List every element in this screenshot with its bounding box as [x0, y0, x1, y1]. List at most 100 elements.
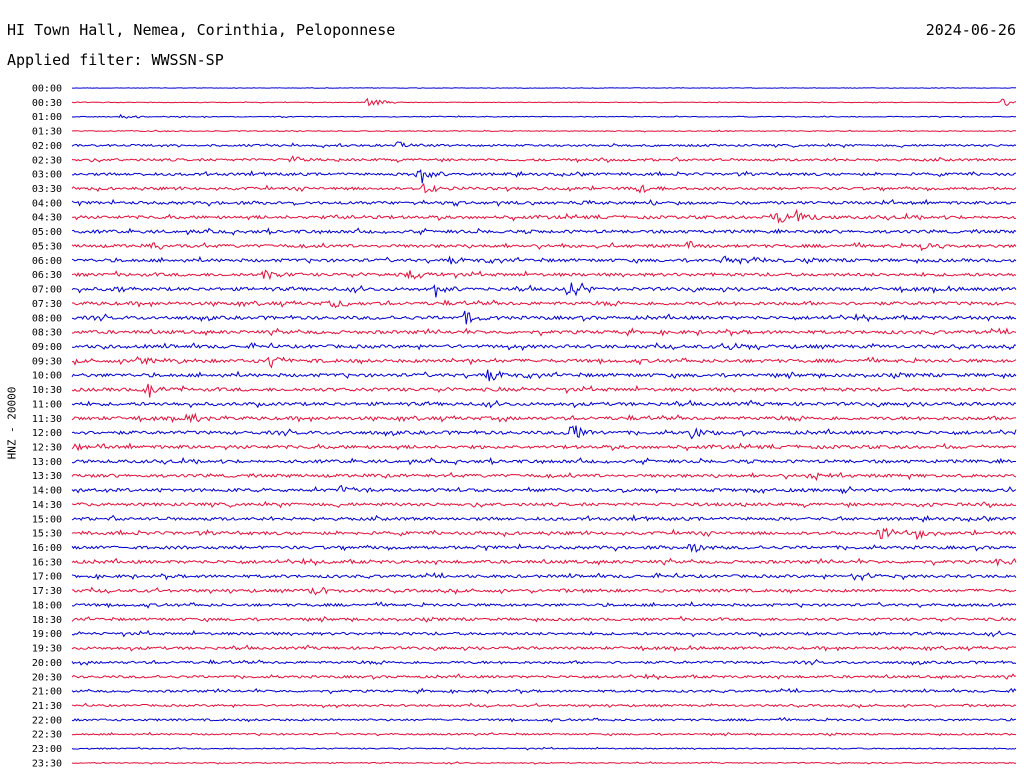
- row-tick-label: 13:00: [32, 457, 62, 468]
- trace-line: [71, 571, 1017, 582]
- row-tick-label: 01:30: [32, 127, 62, 138]
- trace-line: [71, 227, 1017, 236]
- row-tick-label: 08:30: [32, 328, 62, 339]
- row-tick-label: 05:00: [32, 227, 62, 238]
- trace-line: [71, 198, 1017, 207]
- row-tick-label: 09:00: [32, 342, 62, 353]
- row-tick-label: 00:30: [32, 98, 62, 109]
- row-tick-label: 14:30: [32, 500, 62, 511]
- row-tick-label: 17:30: [32, 586, 62, 597]
- row-tick-label: 02:30: [32, 155, 62, 166]
- trace-line: [71, 282, 1017, 298]
- trace-line: [71, 412, 1017, 424]
- trace-line: [71, 425, 1017, 440]
- row-tick-label: 23:00: [32, 744, 62, 755]
- date-label: 2024-06-26: [925, 21, 1016, 39]
- trace-line: [71, 383, 1017, 398]
- row-tick-label: 04:00: [32, 198, 62, 209]
- trace-line: [71, 456, 1016, 466]
- trace-line: [71, 168, 1017, 184]
- trace-line: [72, 87, 1017, 89]
- row-tick-label: 19:00: [32, 629, 62, 640]
- row-tick-label: 07:30: [32, 299, 62, 310]
- row-tick-label: 18:00: [32, 600, 62, 611]
- trace-line: [71, 659, 1017, 666]
- trace-line: [71, 155, 1017, 164]
- row-tick-label: 05:30: [32, 241, 62, 252]
- row-tick-label: 21:30: [32, 701, 62, 712]
- row-tick-label: 10:30: [32, 385, 62, 396]
- row-tick-label: 23:30: [32, 758, 62, 769]
- trace-line: [71, 182, 1017, 194]
- trace-line: [71, 299, 1016, 309]
- row-tick-label: 13:30: [32, 471, 62, 482]
- row-tick-label: 20:30: [32, 672, 62, 683]
- trace-line: [71, 255, 1017, 265]
- trace-line: [71, 356, 1017, 369]
- trace-line: [71, 484, 1017, 495]
- row-tick-label: 03:30: [32, 184, 62, 195]
- row-tick-label: 17:00: [32, 572, 62, 583]
- row-tick-label: 11:00: [32, 399, 62, 410]
- trace-line: [71, 527, 1017, 541]
- trace-line: [71, 644, 1017, 653]
- row-tick-label: 18:30: [32, 615, 62, 626]
- row-tick-label: 22:30: [32, 730, 62, 741]
- filter-label: Applied filter: WWSSN-SP: [7, 51, 224, 69]
- trace-line: [71, 113, 1017, 119]
- station-title: HI Town Hall, Nemea, Corinthia, Peloponn…: [7, 21, 396, 39]
- row-tick-label: 14:00: [32, 486, 62, 497]
- trace-line: [71, 471, 1017, 482]
- row-tick-label: 15:00: [32, 514, 62, 525]
- trace-line: [71, 615, 1017, 623]
- row-tick-label: 22:00: [32, 715, 62, 726]
- row-tick-label: 09:30: [32, 356, 62, 367]
- row-tick-label: 10:00: [32, 371, 62, 382]
- row-tick-label: 15:30: [32, 529, 62, 540]
- row-tick-label: 07:00: [32, 285, 62, 296]
- row-tick-label: 01:00: [32, 112, 62, 123]
- trace-line: [71, 761, 1017, 765]
- row-tick-label: 04:30: [32, 213, 62, 224]
- trace-line: [71, 327, 1017, 337]
- trace-line: [71, 369, 1017, 382]
- trace-line: [71, 97, 1017, 107]
- trace-line: [71, 514, 1017, 523]
- row-tick-label: 12:00: [32, 428, 62, 439]
- row-tick-label: 16:00: [32, 543, 62, 554]
- trace-line: [71, 141, 1017, 149]
- trace-line: [71, 731, 1017, 737]
- trace-line: [71, 629, 1017, 638]
- trace-line: [71, 600, 1017, 609]
- trace-line: [71, 269, 1017, 281]
- row-tick-label: 19:30: [32, 644, 62, 655]
- trace-line: [71, 500, 1017, 509]
- trace-line: [71, 399, 1017, 409]
- row-tick-label: 11:30: [32, 414, 62, 425]
- trace-line: [72, 129, 1017, 133]
- trace-line: [71, 310, 1017, 325]
- trace-line: [71, 557, 1017, 567]
- trace-line: [71, 673, 1017, 681]
- trace-line: [71, 702, 1017, 709]
- row-tick-label: 08:00: [32, 313, 62, 324]
- row-tick-label: 16:30: [32, 557, 62, 568]
- trace-line: [71, 442, 1017, 452]
- trace-line: [71, 746, 1017, 751]
- trace-line: [71, 208, 1017, 224]
- trace-line: [71, 543, 1016, 553]
- trace-line: [71, 342, 1017, 352]
- trace-line: [71, 687, 1017, 695]
- row-tick-label: 03:00: [32, 170, 62, 181]
- row-tick-label: 12:30: [32, 443, 62, 454]
- row-tick-label: 21:00: [32, 687, 62, 698]
- row-tick-label: 06:30: [32, 270, 62, 281]
- row-tick-label: 00:00: [32, 84, 62, 95]
- trace-line: [72, 586, 1017, 596]
- trace-line: [71, 240, 1017, 252]
- trace-line: [71, 716, 1017, 723]
- row-tick-label: 06:00: [32, 256, 62, 267]
- row-tick-label: 02:00: [32, 141, 62, 152]
- row-tick-label: 20:00: [32, 658, 62, 669]
